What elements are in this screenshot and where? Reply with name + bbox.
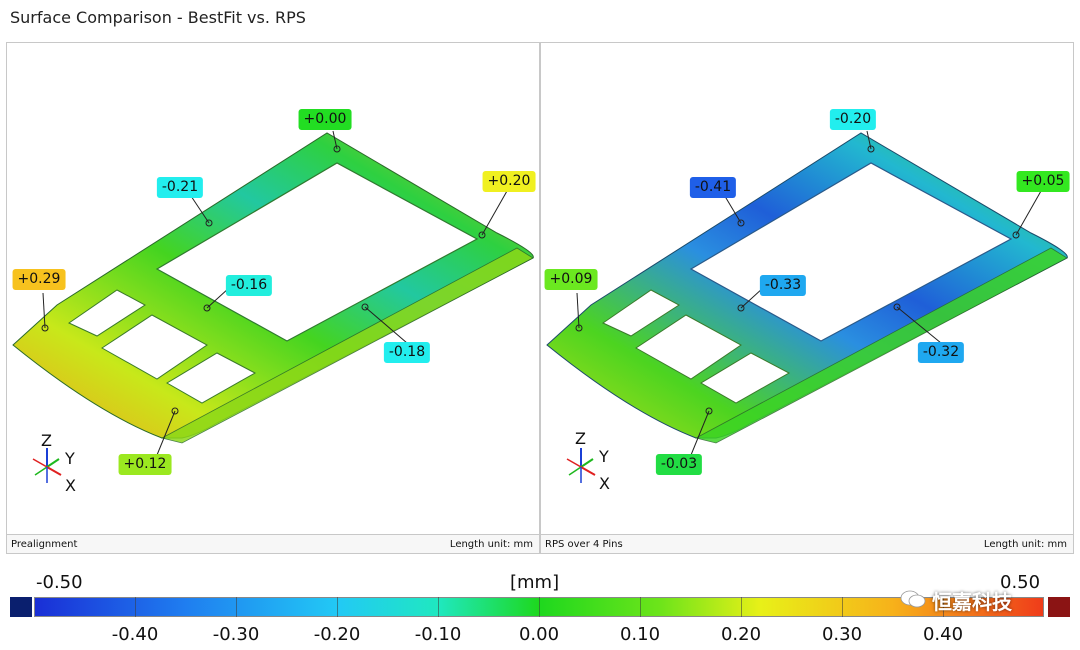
callout-value: -0.16 [230, 277, 268, 293]
scale-unit-label: [mm] [510, 572, 560, 593]
callout-bottom[interactable]: +0.12 [118, 454, 172, 475]
axis-label-x: X [599, 474, 610, 493]
watermark: 恒嘉科技 [932, 590, 1012, 614]
scale-tick-label: 0.40 [922, 624, 964, 645]
callout-value: -0.32 [922, 344, 960, 360]
panel-footer: Prealignment Length unit: mm [7, 534, 539, 553]
callout-lower-right[interactable]: -0.18 [383, 342, 431, 363]
callout-right[interactable]: +0.20 [482, 171, 536, 192]
callout-left-end[interactable]: +0.29 [12, 269, 66, 290]
scale-tick [943, 597, 944, 617]
axis-label-x: X [65, 476, 76, 495]
scale-tick [842, 597, 843, 617]
callout-left-end[interactable]: +0.09 [544, 269, 598, 290]
callout-top[interactable]: +0.00 [298, 109, 352, 130]
scale-overflow-swatch [1048, 597, 1070, 617]
scale-tick-label: -0.30 [212, 624, 260, 645]
callout-value: +0.12 [123, 456, 167, 472]
scale-tick [640, 597, 641, 617]
callout-value: +0.00 [303, 111, 347, 127]
alignment-label: RPS over 4 Pins [545, 539, 623, 550]
part-model-rps [546, 130, 1068, 483]
callout-value: -0.18 [388, 344, 426, 360]
scale-max-label: 0.50 [1000, 572, 1041, 593]
callout-value: +0.05 [1021, 173, 1065, 189]
3d-view-rps[interactable]: -0.20 -0.41 +0.05 +0.09 -0.33 -0.32 -0.0… [541, 43, 1073, 535]
scale-tick [135, 597, 136, 617]
callout-center[interactable]: -0.33 [759, 275, 807, 296]
callout-right[interactable]: +0.05 [1016, 171, 1070, 192]
length-unit-label: Length unit: mm [449, 539, 533, 550]
scale-tick-label: 0.30 [821, 624, 863, 645]
scale-tick [438, 597, 439, 617]
3d-view-bestfit[interactable]: +0.00 -0.21 +0.20 +0.29 -0.16 -0.18 +0.1… [7, 43, 539, 535]
color-scale: -0.50 [mm] 0.50 -0.40 -0.30 -0.20 -0.10 0.00… [0, 560, 1080, 650]
scale-tick [337, 597, 338, 617]
scale-tick [539, 597, 540, 617]
callout-value: +0.29 [17, 271, 61, 287]
scale-tick-label: 0.00 [518, 624, 560, 645]
callout-center[interactable]: -0.16 [225, 275, 273, 296]
callout-value: +0.20 [487, 173, 531, 189]
scale-tick [236, 597, 237, 617]
wechat-icon [900, 590, 926, 608]
axis-label-z: Z [41, 431, 52, 450]
callout-upper-left[interactable]: -0.41 [689, 177, 737, 198]
callout-top[interactable]: -0.20 [829, 109, 877, 130]
callout-value: -0.33 [764, 277, 802, 293]
page-title: Surface Comparison - BestFit vs. RPS [10, 8, 306, 27]
scale-tick-label: 0.10 [619, 624, 661, 645]
callout-lower-right[interactable]: -0.32 [917, 342, 965, 363]
scale-tick-label: 0.20 [720, 624, 762, 645]
alignment-label: Prealignment [11, 539, 78, 550]
scale-min-label: -0.50 [36, 572, 83, 593]
scale-tick-label: -0.20 [313, 624, 361, 645]
callout-value: -0.41 [694, 179, 732, 195]
scale-underflow-swatch [10, 597, 32, 617]
axis-label-z: Z [575, 429, 586, 448]
viewport-panel-bestfit[interactable]: +0.00 -0.21 +0.20 +0.29 -0.16 -0.18 +0.1… [6, 42, 540, 554]
callout-upper-left[interactable]: -0.21 [156, 177, 204, 198]
length-unit-label: Length unit: mm [983, 539, 1067, 550]
callout-value: -0.21 [161, 179, 199, 195]
scale-tick [741, 597, 742, 617]
callout-value: -0.03 [660, 456, 698, 472]
scale-tick-label: -0.40 [111, 624, 159, 645]
axis-label-y: Y [65, 449, 75, 468]
scale-tick-label: -0.10 [414, 624, 462, 645]
axis-triad-left [32, 448, 62, 483]
axis-triad-right [566, 448, 596, 483]
axis-label-y: Y [599, 447, 609, 466]
viewport-panel-rps[interactable]: -0.20 -0.41 +0.05 +0.09 -0.33 -0.32 -0.0… [540, 42, 1074, 554]
panel-footer: RPS over 4 Pins Length unit: mm [541, 534, 1073, 553]
callout-value: -0.20 [834, 111, 872, 127]
part-model-bestfit [12, 130, 534, 483]
callout-value: +0.09 [549, 271, 593, 287]
callout-bottom[interactable]: -0.03 [655, 454, 703, 475]
